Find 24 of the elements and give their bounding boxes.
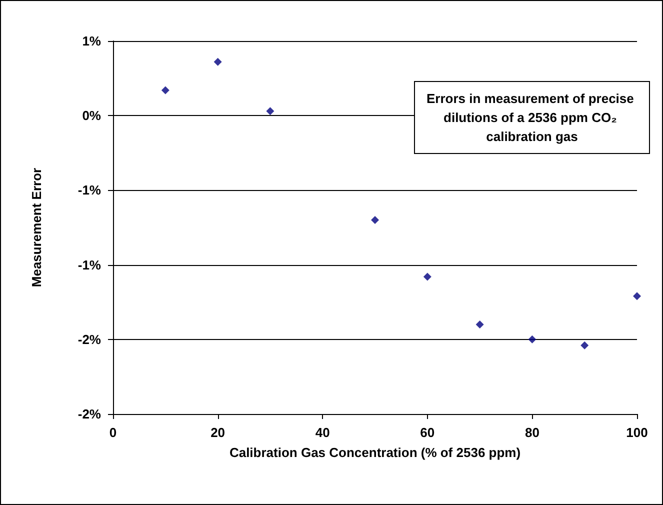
- point: [214, 58, 222, 66]
- y-tick-label: -2%: [78, 406, 102, 422]
- y-tick-label: -1%: [78, 257, 102, 272]
- y-tick-label: -1%: [78, 182, 102, 198]
- x-axis-title: Calibration Gas Concentration (% of 2536 ppm): [229, 445, 521, 460]
- x-tick-label: 0: [109, 425, 117, 440]
- x-tick-label: 80: [524, 425, 540, 440]
- x-tick-label: 60: [420, 425, 435, 440]
- y-tick-label: 1%: [82, 34, 102, 48]
- point: [476, 320, 484, 328]
- text: Errors in measurement of precise dilutions of a 2536 ppm CO₂ calibration gas: [426, 91, 638, 144]
- x-tick-label: 20: [210, 425, 226, 440]
- point: [266, 107, 274, 116]
- point: [371, 216, 379, 224]
- x-tick-label: 40: [315, 425, 330, 440]
- x-tick-label: 100: [626, 425, 648, 440]
- y-axis-title: Measurement Error: [29, 168, 44, 288]
- point: [580, 341, 589, 350]
- y-tick-label: -2%: [78, 332, 102, 347]
- point: [633, 292, 641, 300]
- point: [161, 86, 170, 94]
- point: [423, 272, 432, 281]
- y-tick-label: 0%: [82, 108, 102, 124]
- point: [528, 335, 536, 344]
